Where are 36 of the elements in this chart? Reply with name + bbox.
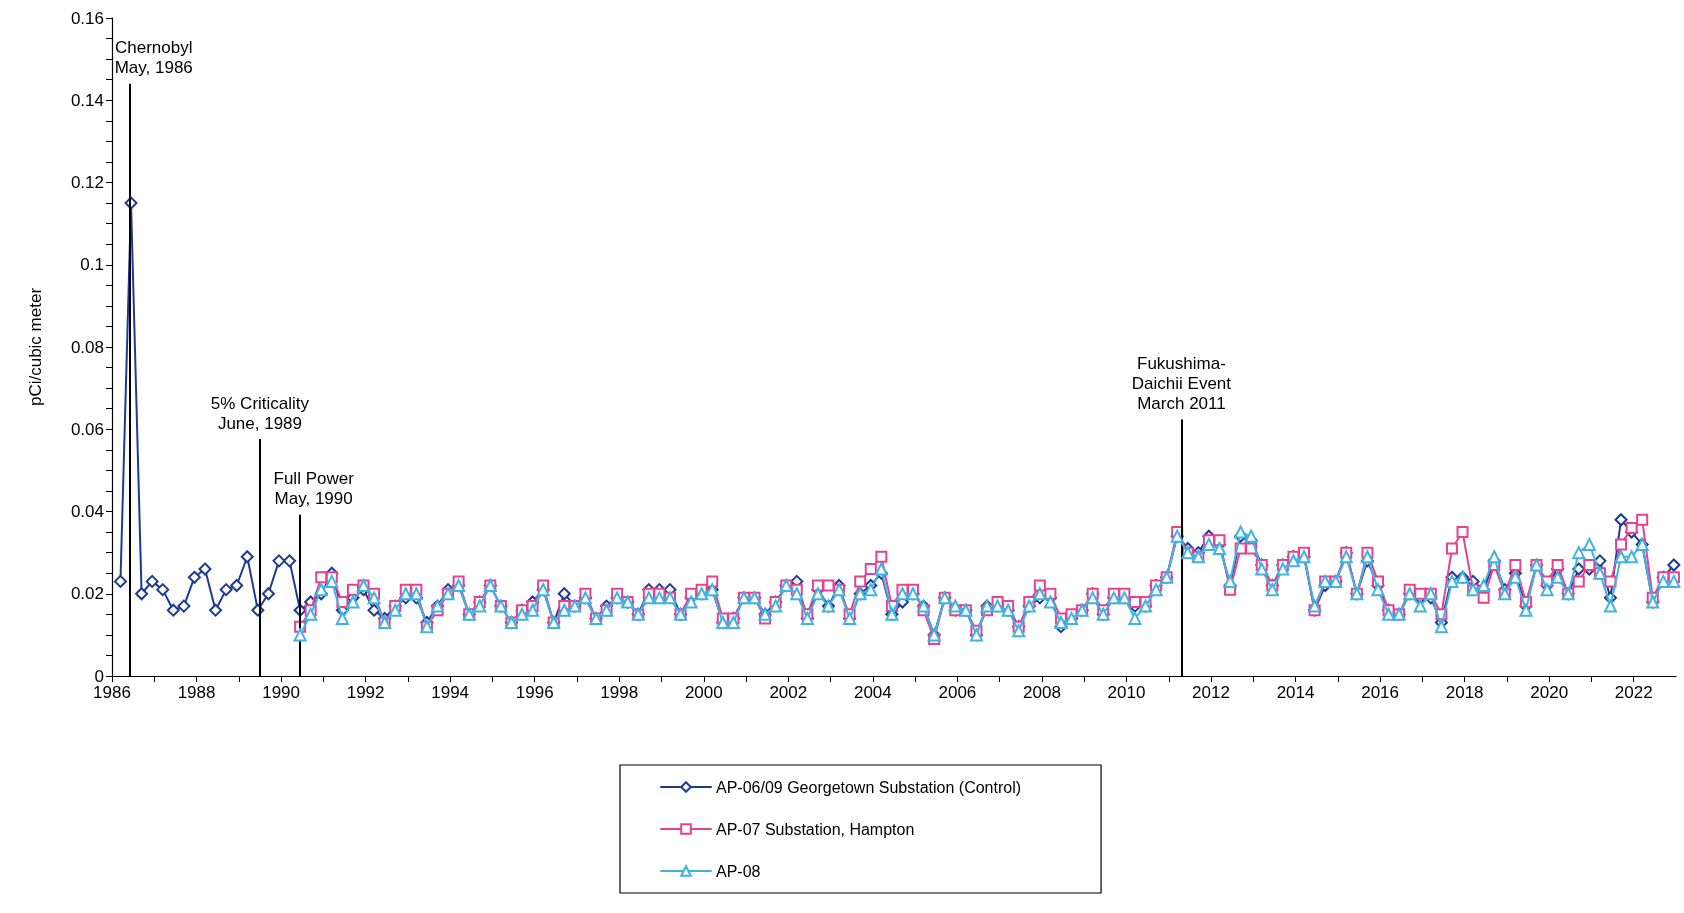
x-tick-label: 1998 [600, 683, 639, 702]
y-tick-label: 0.04 [70, 502, 104, 521]
y-tick-label: 0.02 [70, 584, 104, 604]
x-tick-label: 1986 [93, 683, 131, 702]
y-tick-label: 0.06 [70, 419, 104, 439]
x-tick-label: 1992 [346, 683, 385, 702]
x-tick-label: 2010 [1107, 683, 1146, 702]
x-tick-label: 2006 [938, 683, 977, 702]
x-tick-label: 2008 [1023, 683, 1061, 702]
ref-line-label: 5% Criticality June, 1989 [210, 393, 310, 433]
x-tick-label: 2014 [1276, 683, 1315, 702]
x-tick-label: 2000 [684, 683, 723, 702]
ref-line-label: Full Power May, 1990 [273, 469, 355, 509]
legend-label: AP-07 Substation, Hampton [716, 820, 915, 838]
y-tick-label: 0.12 [70, 173, 104, 192]
x-tick-label: 2022 [1614, 683, 1653, 702]
ref-line-label: Fukushima- Daichii Event March 2011 [1131, 353, 1232, 413]
x-tick-label: 1988 [177, 683, 216, 702]
x-tick-label: 2002 [769, 683, 808, 702]
x-tick-label: 2018 [1445, 683, 1484, 702]
y-tick-label: 0 [94, 666, 104, 686]
x-tick-label: 2004 [853, 683, 892, 702]
y-axis-title: pCi/cubic meter [26, 287, 45, 407]
x-tick-label: 1994 [431, 683, 470, 702]
y-tick-label: 0.08 [70, 337, 104, 357]
y-tick-label: 0.14 [70, 90, 104, 110]
legend-label: AP-08 [716, 862, 761, 880]
ref-line-label: Chernobyl May, 1986 [114, 38, 193, 78]
x-tick-label: 2016 [1361, 683, 1400, 702]
y-tick-label: 0.16 [70, 8, 104, 28]
legend-label: AP-06/09 Georgetown Substation (Control) [716, 778, 1022, 796]
x-tick-label: 2020 [1530, 683, 1569, 702]
x-tick-label: 1996 [515, 683, 554, 702]
x-tick-label: 2012 [1192, 683, 1230, 702]
x-tick-label: 1990 [262, 683, 300, 702]
y-tick-label: 0.1 [80, 255, 104, 275]
